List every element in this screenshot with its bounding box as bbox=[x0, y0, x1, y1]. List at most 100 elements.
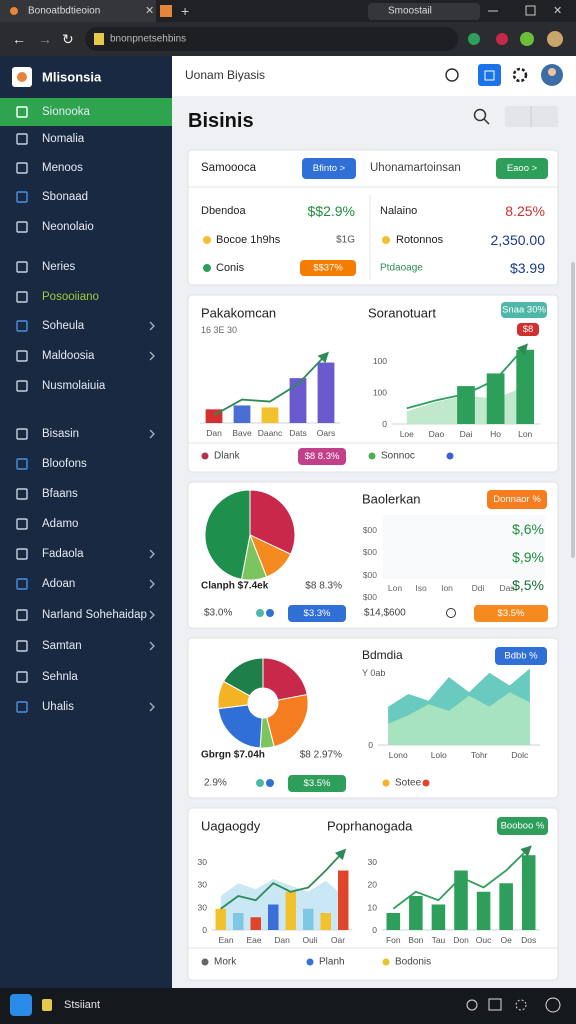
nav-label[interactable]: Neonolaio bbox=[42, 221, 94, 233]
app-icon[interactable] bbox=[478, 64, 501, 86]
tab-title[interactable]: Smoostail bbox=[388, 6, 432, 17]
nav-label[interactable]: Bisasin bbox=[42, 428, 79, 440]
settings-icon[interactable] bbox=[512, 67, 528, 83]
x-tick-label: Dan bbox=[274, 935, 290, 945]
new-tab[interactable]: + bbox=[181, 3, 189, 19]
nav-icon bbox=[16, 518, 28, 530]
tab[interactable] bbox=[368, 3, 480, 20]
nav-label[interactable]: Bfaans bbox=[42, 488, 78, 500]
badge-label[interactable]: Eaoo > bbox=[507, 163, 538, 174]
nav-label[interactable]: Nomalia bbox=[42, 133, 85, 145]
badge-label[interactable]: Bfinto > bbox=[313, 163, 346, 174]
search-icon[interactable] bbox=[473, 108, 487, 122]
nav-label[interactable]: Sehnla bbox=[42, 671, 78, 683]
badge[interactable] bbox=[495, 647, 547, 665]
ext-icon[interactable] bbox=[496, 33, 508, 45]
scrollbar[interactable] bbox=[571, 262, 575, 558]
tab-close[interactable]: ✕ bbox=[145, 5, 154, 17]
x-tick-label: Das bbox=[499, 583, 514, 593]
badge-label[interactable]: Bdbb % bbox=[504, 651, 538, 662]
nav-label[interactable]: Menoos bbox=[42, 162, 83, 174]
tray-icon[interactable] bbox=[515, 999, 527, 1011]
badge[interactable] bbox=[501, 302, 547, 318]
reload[interactable]: ↻ bbox=[62, 31, 74, 47]
start-button[interactable] bbox=[10, 994, 32, 1016]
badge-label[interactable]: $3.3% bbox=[304, 608, 331, 619]
active-item[interactable] bbox=[0, 98, 172, 126]
active-tab[interactable] bbox=[0, 0, 156, 22]
nav-label[interactable]: Fadaola bbox=[42, 548, 84, 560]
row-value: $3.99 bbox=[510, 260, 545, 276]
badge-label[interactable]: $8 8.3% bbox=[305, 451, 340, 462]
badge-label[interactable]: $3.5% bbox=[498, 608, 525, 619]
badge-label[interactable]: Donnaor % bbox=[493, 494, 541, 505]
stat: $,9% bbox=[512, 549, 544, 565]
chevron bbox=[149, 321, 155, 331]
bar bbox=[499, 883, 513, 930]
url-field[interactable] bbox=[85, 27, 458, 51]
badge-label[interactable]: $3.5% bbox=[304, 778, 331, 789]
icon bbox=[446, 608, 456, 618]
nav-label[interactable]: Sbonaad bbox=[42, 191, 88, 203]
y-tick-label: 0 bbox=[202, 925, 207, 935]
badge[interactable] bbox=[300, 260, 356, 276]
nav-label[interactable]: Nusmolaiuia bbox=[42, 380, 106, 392]
line bbox=[220, 848, 347, 910]
badge-label[interactable]: Snaa 30% bbox=[502, 305, 546, 316]
button[interactable] bbox=[302, 158, 356, 179]
nav-icon bbox=[16, 380, 28, 392]
x-tick-label: Dan bbox=[206, 428, 222, 438]
toggle[interactable] bbox=[266, 609, 274, 617]
nav-label[interactable]: Adoan bbox=[42, 578, 75, 590]
ext-icon[interactable] bbox=[520, 32, 534, 46]
badge[interactable] bbox=[288, 605, 346, 622]
bar bbox=[476, 891, 491, 930]
chat-icon[interactable] bbox=[445, 68, 459, 82]
tray-icon[interactable] bbox=[466, 999, 478, 1011]
tab-title[interactable]: Bonoatbdtieoion bbox=[28, 6, 100, 17]
badge[interactable] bbox=[298, 448, 346, 465]
tab-icon bbox=[160, 5, 172, 17]
tray-icon[interactable] bbox=[488, 998, 502, 1011]
toggle[interactable] bbox=[256, 609, 264, 617]
toggle[interactable] bbox=[266, 779, 274, 787]
taskbar-label[interactable]: Stsiiant bbox=[64, 999, 100, 1011]
task-icon[interactable] bbox=[42, 999, 52, 1011]
x-tick-label: Dao bbox=[429, 429, 445, 439]
nav-label[interactable]: Uhalis bbox=[42, 701, 74, 713]
toggle[interactable] bbox=[256, 779, 264, 787]
badge-label[interactable]: $$37% bbox=[313, 263, 343, 274]
nav-label[interactable]: Soheula bbox=[42, 320, 85, 332]
chevron bbox=[149, 702, 155, 712]
nav-label[interactable]: Bloofons bbox=[42, 458, 87, 470]
nav-label[interactable]: Neries bbox=[42, 261, 75, 273]
badge-label[interactable]: Booboo % bbox=[501, 821, 545, 832]
nav-label[interactable]: Adamo bbox=[42, 518, 78, 530]
footer-value: $14,$600 bbox=[364, 608, 406, 619]
badge[interactable] bbox=[487, 490, 547, 509]
badge-label[interactable]: $8 bbox=[523, 324, 534, 335]
button[interactable] bbox=[496, 158, 548, 179]
badge[interactable] bbox=[497, 817, 548, 835]
nav-label[interactable]: Narland Sohehaidap bbox=[42, 609, 147, 621]
forward[interactable]: → bbox=[38, 31, 52, 47]
x-tick-label: Ho bbox=[490, 429, 501, 439]
nav-label[interactable]: Samtan bbox=[42, 640, 82, 652]
maximize[interactable] bbox=[525, 5, 536, 16]
row-label: Bocoe 1h9hs bbox=[216, 234, 281, 246]
nav-label[interactable]: Sionooka bbox=[42, 106, 91, 118]
nav-label[interactable]: Posooiiano bbox=[42, 291, 99, 303]
ext-icon[interactable] bbox=[468, 33, 480, 45]
badge[interactable] bbox=[474, 605, 548, 622]
badge[interactable] bbox=[288, 775, 346, 792]
profile[interactable] bbox=[547, 31, 563, 47]
nav-label[interactable]: Maldoosia bbox=[42, 350, 95, 362]
card bbox=[187, 807, 559, 981]
legend-dot bbox=[306, 958, 314, 966]
y-tick-label: $00 bbox=[363, 592, 377, 602]
back[interactable]: ← bbox=[12, 31, 26, 47]
tray-icon[interactable] bbox=[545, 997, 561, 1013]
close[interactable]: ✕ bbox=[553, 5, 562, 17]
y-tick-label: 100 bbox=[373, 356, 387, 366]
badge[interactable] bbox=[517, 323, 539, 336]
